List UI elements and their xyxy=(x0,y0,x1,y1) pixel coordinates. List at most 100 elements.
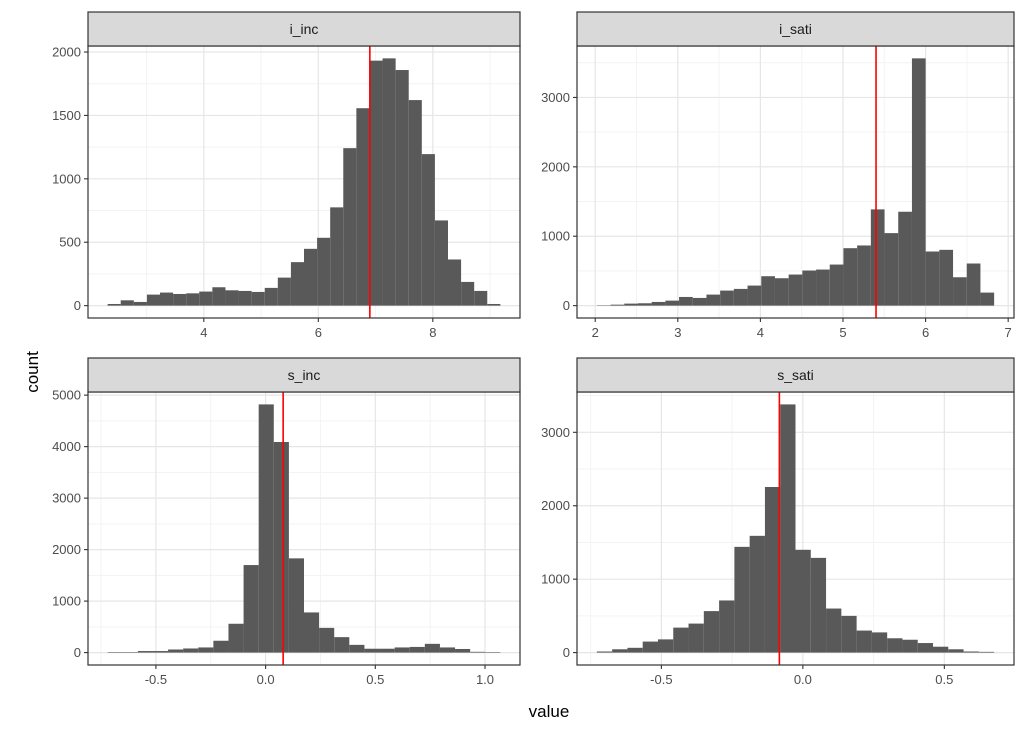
histogram-bar xyxy=(911,58,926,306)
y-axis-title: count xyxy=(23,351,42,393)
histogram-bar xyxy=(264,287,278,306)
histogram-bar xyxy=(434,220,448,306)
histogram-bar xyxy=(133,301,147,306)
facet-strip xyxy=(87,357,521,393)
histogram-bar xyxy=(788,274,803,306)
facet-strip-label: s_sati xyxy=(777,367,814,383)
histogram-bar xyxy=(963,651,979,653)
histogram-bar xyxy=(933,646,949,653)
histogram-bar xyxy=(122,652,138,653)
histogram-bar xyxy=(651,301,666,306)
histogram-bar xyxy=(288,558,304,653)
x-tick-label: 0.5 xyxy=(366,672,384,687)
histogram-bar xyxy=(330,207,344,306)
histogram-bar xyxy=(841,615,857,653)
facet-strip xyxy=(576,357,1015,393)
x-tick-label: -0.5 xyxy=(145,672,167,687)
x-tick-label: 0.0 xyxy=(257,672,275,687)
histogram-bar xyxy=(408,100,422,306)
x-tick-label: 1.0 xyxy=(476,672,494,687)
histogram-bar xyxy=(692,297,707,306)
histogram-bar xyxy=(448,259,462,306)
histogram-bar xyxy=(173,293,187,306)
histogram-bar xyxy=(780,404,796,653)
histogram-bar xyxy=(939,249,954,306)
y-tick-label: 2000 xyxy=(52,45,81,60)
y-tick-label: 2000 xyxy=(541,159,570,174)
histogram-bar xyxy=(637,303,652,306)
histogram-bar xyxy=(395,70,409,306)
histogram-bar xyxy=(238,290,252,306)
histogram-bar xyxy=(424,643,440,653)
histogram-bar xyxy=(168,649,184,653)
histogram-bar xyxy=(902,639,918,653)
histogram-bar xyxy=(816,269,830,306)
y-tick-label: 1000 xyxy=(541,229,570,244)
histogram-bar xyxy=(485,652,501,653)
histogram-bar xyxy=(980,292,995,306)
x-tick-label: -0.5 xyxy=(650,672,672,687)
histogram-bar xyxy=(761,276,775,306)
histogram-bar xyxy=(734,546,750,653)
histogram-bar xyxy=(627,647,643,653)
y-tick-label: 3000 xyxy=(541,90,570,105)
histogram-bar xyxy=(455,648,471,653)
histogram-bar xyxy=(857,245,871,306)
panel-s_inc: s_inc -0.5 0.0 0.5 1.0 0 1000 2000 3000 4000 5000 xyxy=(52,357,521,687)
panel-i_sati: i_sati 2 3 4 5 6 7 0 1000 2000 3000 xyxy=(541,11,1015,340)
x-tick-label: 3 xyxy=(674,325,681,340)
histogram-bar xyxy=(474,290,488,306)
histogram-bar xyxy=(810,557,827,653)
histogram-bar xyxy=(612,649,628,653)
histogram-bar xyxy=(884,233,899,306)
histogram-bar xyxy=(978,651,995,653)
histogram-bar xyxy=(917,643,934,653)
histogram-bar xyxy=(439,647,456,653)
histogram-bar xyxy=(421,154,435,306)
histogram-bar xyxy=(137,651,153,653)
facet-strip-label: s_inc xyxy=(288,367,321,383)
y-tick-label: 3000 xyxy=(52,491,81,506)
histogram-bar xyxy=(719,600,735,653)
histogram-bar xyxy=(966,263,981,306)
histogram-bar xyxy=(304,612,320,653)
histogram-bar xyxy=(673,627,689,653)
y-tick-label: 2000 xyxy=(52,542,81,557)
histogram-bar xyxy=(319,627,335,653)
x-tick-label: 4 xyxy=(757,325,764,340)
histogram-bar xyxy=(642,641,658,653)
histogram-bar xyxy=(213,640,229,653)
histogram-bar xyxy=(290,262,304,306)
y-tick-label: 4000 xyxy=(52,439,81,454)
histogram-bar xyxy=(212,287,226,306)
histogram-bar xyxy=(382,58,396,306)
histogram-bar xyxy=(802,270,817,306)
histogram-bar xyxy=(364,648,380,653)
histogram-bar xyxy=(243,565,259,653)
histogram-bar xyxy=(379,648,395,653)
histogram-bar xyxy=(887,638,903,653)
histogram-bar xyxy=(273,441,289,653)
panel-s_sati: s_sati -0.5 0.0 0.5 0 1000 2000 3000 xyxy=(541,357,1015,687)
facet-strip-label: i_inc xyxy=(290,21,319,37)
histogram-bar xyxy=(624,303,638,306)
histogram-bar xyxy=(225,290,239,306)
panel-i_inc: i_inc 4 6 8 0 500 1000 1500 2000 xyxy=(52,11,521,340)
histogram-bar xyxy=(871,632,888,653)
histogram-bar xyxy=(610,304,625,306)
histogram-bar xyxy=(826,608,842,653)
histogram-bar xyxy=(953,277,967,306)
histogram-bar xyxy=(349,644,365,653)
histogram-bar xyxy=(120,300,134,306)
histogram-bar xyxy=(107,652,123,653)
histogram-bar xyxy=(706,294,721,306)
y-tick-label: 0 xyxy=(563,298,570,313)
x-tick-label: 5 xyxy=(839,325,846,340)
histogram-bar xyxy=(199,291,213,306)
y-tick-label: 5000 xyxy=(52,388,81,403)
histogram-bar xyxy=(749,535,765,653)
x-tick-label: 6 xyxy=(315,325,322,340)
histogram-bar xyxy=(829,264,844,306)
histogram-bar xyxy=(160,292,174,306)
histogram-bar xyxy=(948,649,964,653)
